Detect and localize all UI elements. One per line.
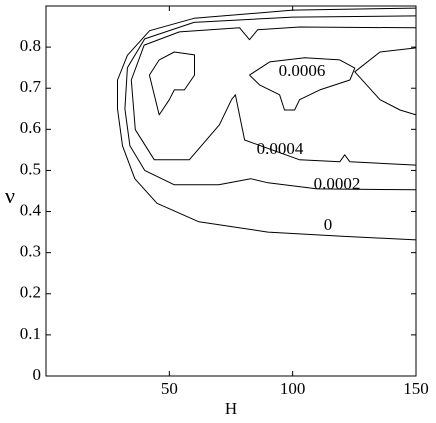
y-tick-label: 0.3 (20, 242, 41, 261)
contour-label: 0.0006 (279, 61, 326, 80)
y-tick-label: 0.5 (20, 159, 41, 178)
x-tick-label: 150 (403, 379, 429, 398)
plot-frame (45, 5, 417, 377)
x-tick-label: 50 (161, 379, 178, 398)
contour-line (117, 7, 417, 241)
contour-line (130, 26, 417, 166)
contour-line (124, 15, 417, 191)
contour-line (249, 57, 356, 111)
contour-label: 0.0002 (314, 174, 361, 193)
contour-label: 0 (324, 215, 333, 234)
y-tick-label: 0.6 (20, 118, 41, 137)
y-tick-label: 0.7 (20, 77, 42, 96)
y-axis-label: ν (5, 183, 15, 208)
x-tick-label: 100 (280, 379, 306, 398)
contour-line (354, 47, 417, 116)
y-tick-label: 0.1 (20, 324, 41, 343)
x-axis-label: H (225, 399, 237, 418)
contour-line (148, 51, 195, 116)
y-tick-label: 0.8 (20, 36, 41, 55)
y-tick-label: 0.4 (20, 200, 42, 219)
contour-label: 0.0004 (257, 139, 304, 158)
y-tick-label: 0 (33, 365, 42, 384)
y-tick-label: 0.2 (20, 283, 41, 302)
